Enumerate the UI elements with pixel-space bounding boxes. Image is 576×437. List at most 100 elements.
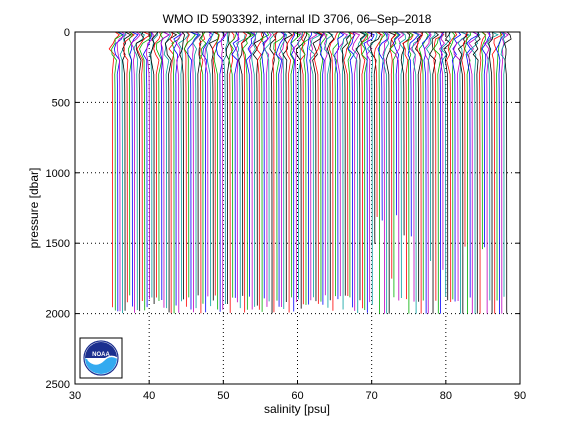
profile-line [402,31,414,300]
profile-line [249,31,257,310]
profile-line [424,31,432,314]
profile-line [414,31,424,302]
profile-line [495,31,505,314]
profile-line [241,31,248,313]
profile-line [409,31,422,302]
profile-line [451,31,462,302]
profile-line [301,31,310,305]
profile-line [500,31,509,314]
x-tick-label: 40 [143,390,155,402]
x-tick-label: 90 [514,390,526,402]
profile-line [312,31,323,302]
profile-line [382,31,390,314]
profile-line [393,31,401,216]
profile-line [343,31,356,296]
profile-line [328,31,339,311]
x-tick-label: 30 [69,390,81,402]
profile-line [309,31,318,301]
profile-line [155,31,164,302]
profile-line [123,31,135,303]
profile-line [264,31,275,302]
profile-line [111,31,124,311]
profile-line [491,31,503,314]
profile-line [479,31,487,314]
profile-line [457,31,470,314]
profile-line [263,31,272,307]
profile-line [119,31,127,314]
profile-line [297,31,304,300]
profile-line [135,31,145,312]
profile-line [160,31,170,308]
profile-line [183,31,190,307]
profile-line [213,31,220,310]
profile-line [323,31,334,308]
profile-line [373,31,383,217]
profile-line [347,31,355,308]
profile-line [139,31,152,311]
profile-line [425,31,436,261]
profile-line [225,31,230,305]
y-tick-label: 1000 [46,168,70,180]
profile-line [198,31,206,314]
profile-line [175,31,184,313]
profile-line [326,31,335,301]
profile-line [449,31,455,300]
y-tick-label: 2500 [46,379,70,391]
profile-line [173,31,181,306]
profile-line [464,31,472,314]
profile-line [439,31,445,314]
x-tick-label: 70 [366,390,378,402]
x-tick-label: 80 [440,390,452,402]
profile-line [483,31,492,314]
profile-line [360,31,369,309]
profile-line [418,31,429,301]
y-tick-label: 2000 [46,309,70,321]
profile-line [351,31,361,311]
profile-line [468,31,479,314]
profile-line [228,31,237,298]
profile-line [465,31,480,298]
logo-text: NOAA [92,352,110,358]
profile-line [127,31,134,296]
profile-line [347,31,352,298]
profile-line [407,31,420,237]
profile-line [400,31,411,236]
profile-line [398,31,406,299]
ticks-layer [74,31,521,385]
profile-line [504,31,512,314]
profile-line [306,31,312,305]
y-tick-label: 0 [64,27,70,39]
profile-line [439,31,445,270]
profile-line [308,31,322,298]
x-tick-label: 50 [217,390,229,402]
profile-line [446,31,458,302]
profile-line [363,31,375,313]
profile-line [235,31,239,303]
profile-line [433,31,445,301]
profile-line [481,31,491,248]
profile-line [453,31,468,302]
profile-line [275,31,287,307]
profile-line [108,31,120,308]
profile-line [341,31,351,296]
profile-line [168,31,175,314]
profile-line [289,31,302,298]
profile-line [360,31,369,310]
profile-line [282,31,293,302]
profile-line [488,31,494,314]
profile-line [202,31,214,313]
profile-line [389,31,397,279]
profile-line [205,31,215,307]
profile-line [256,31,264,310]
profile-line [411,31,422,314]
profile-line [187,31,199,310]
profile-line [252,31,265,306]
profile-line [323,31,328,296]
profile-line [192,31,201,309]
profile-line [500,31,506,297]
profile-line [352,31,368,314]
profile-line [334,31,345,300]
profile-line [164,31,178,313]
